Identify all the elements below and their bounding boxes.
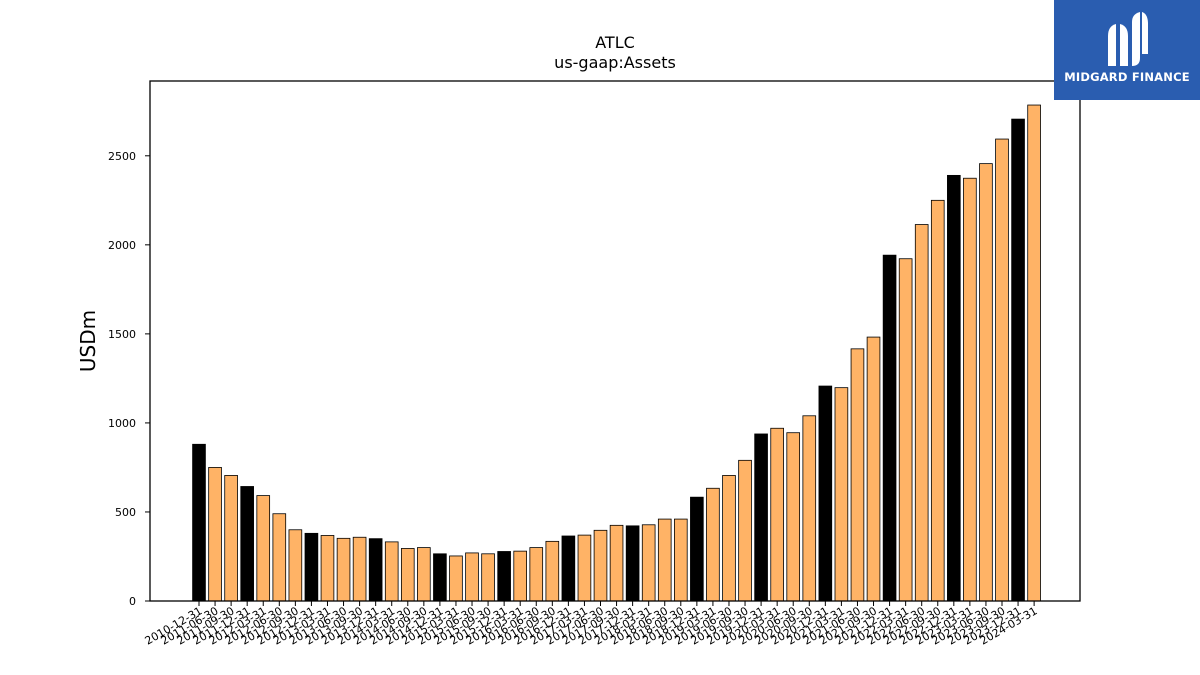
bar — [706, 487, 720, 602]
bar — [866, 336, 881, 602]
bar — [192, 443, 206, 602]
bar — [995, 138, 1009, 602]
bar — [545, 540, 560, 602]
bar — [384, 541, 399, 602]
bar — [722, 475, 736, 602]
bar — [593, 529, 608, 602]
x-ticks-group: 2010-12-312011-06-302011-09-302011-12-31… — [143, 601, 1040, 648]
bar — [1011, 118, 1025, 602]
bar — [304, 532, 319, 602]
bar — [513, 550, 527, 602]
bar — [497, 551, 511, 602]
bar — [930, 199, 945, 602]
y-tick-label: 2500 — [108, 150, 136, 163]
bar — [529, 547, 544, 602]
y-tick-label: 0 — [129, 595, 136, 608]
bar — [481, 553, 495, 602]
brand-logo-text: MIDGARD FINANCE — [1064, 70, 1190, 84]
bar — [417, 547, 431, 602]
bar — [433, 553, 447, 602]
bar — [738, 459, 752, 602]
bar — [352, 536, 367, 602]
bar — [914, 224, 929, 602]
bar — [850, 348, 865, 602]
bar — [818, 385, 833, 602]
bar — [336, 537, 351, 602]
y-axis-label: USDm — [76, 310, 100, 372]
bar — [272, 513, 287, 602]
chart-title: ATLC — [595, 33, 635, 52]
bar — [674, 518, 688, 602]
bar — [400, 548, 415, 602]
bar — [577, 534, 592, 602]
plot-frame — [149, 80, 1081, 602]
bar — [288, 529, 303, 602]
bar — [368, 538, 383, 602]
bar — [802, 415, 817, 602]
bar — [449, 555, 463, 602]
y-tick-label: 1000 — [108, 417, 136, 430]
bar — [641, 524, 656, 602]
bar — [882, 254, 897, 602]
bar — [609, 524, 624, 602]
y-tick-label: 2000 — [108, 239, 136, 252]
bar — [834, 387, 849, 602]
y-tick-label: 500 — [115, 506, 136, 519]
bar — [256, 495, 271, 602]
bar — [240, 486, 254, 602]
bar — [1027, 104, 1041, 602]
bar — [898, 258, 913, 602]
bar — [786, 432, 801, 602]
bar — [465, 552, 479, 602]
bar — [625, 525, 640, 602]
chart-subtitle: us-gaap:Assets — [554, 53, 676, 72]
y-tick-label: 1500 — [108, 328, 136, 341]
bar — [947, 174, 961, 602]
midgard-logo-icon — [1108, 12, 1148, 66]
bar — [320, 535, 335, 602]
bar — [208, 467, 222, 602]
bar — [770, 427, 784, 602]
bar — [561, 535, 576, 602]
bar — [657, 518, 672, 602]
bar — [690, 496, 704, 602]
bar — [224, 475, 238, 602]
bar — [963, 177, 977, 602]
y-ticks-group: 0 500 1000 1500 2000 2500 — [108, 150, 150, 608]
brand-logo: MIDGARD FINANCE — [1054, 0, 1200, 100]
bar — [754, 433, 768, 602]
bar — [979, 163, 993, 602]
bars-group — [192, 104, 1041, 602]
